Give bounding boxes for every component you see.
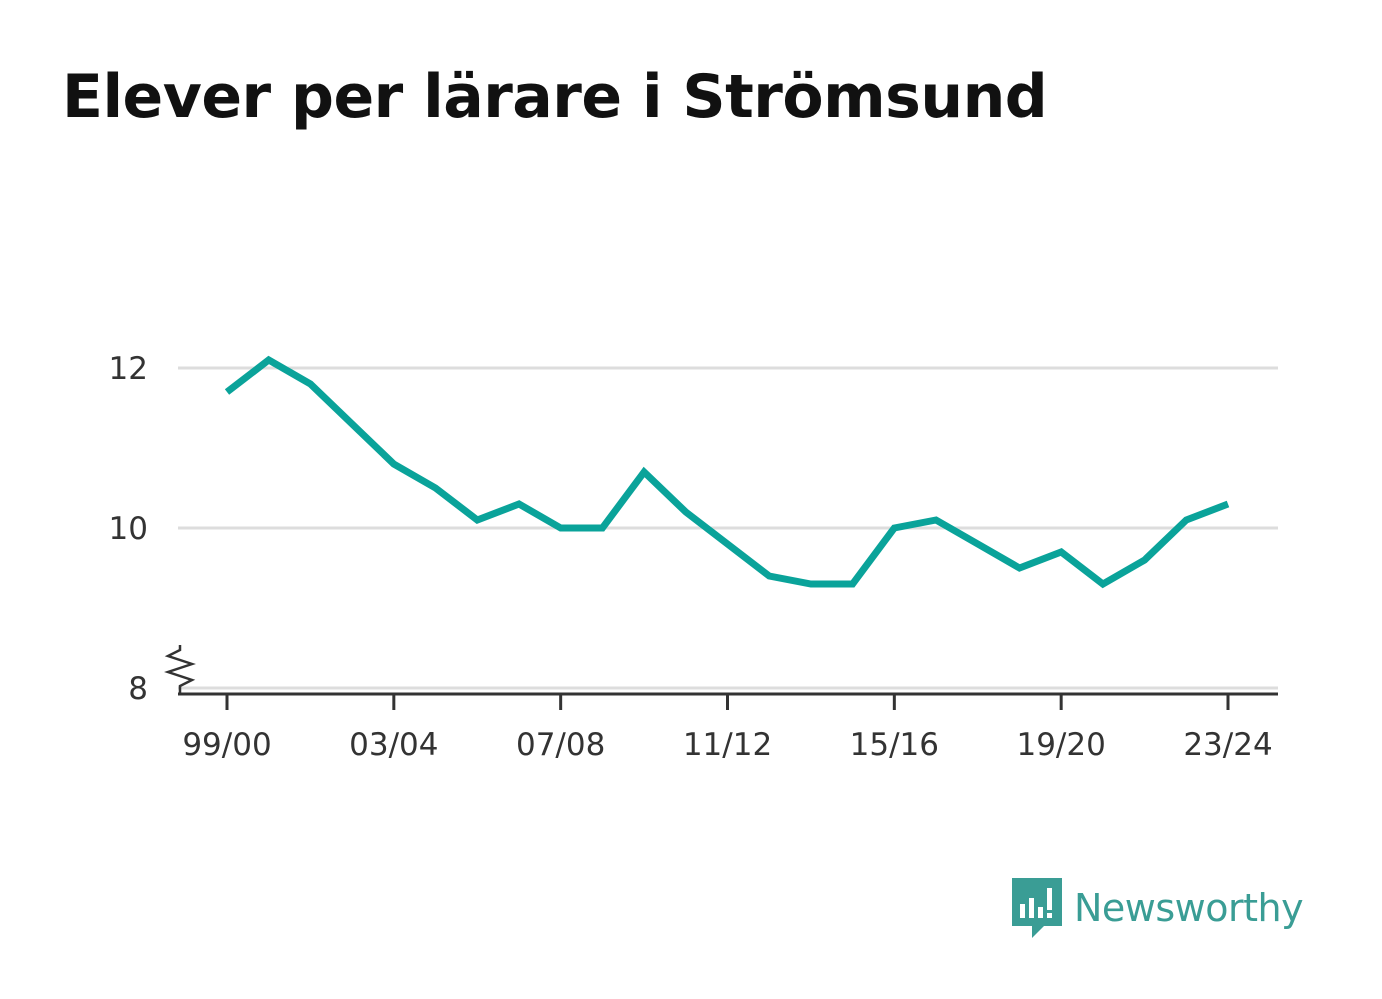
- x-tick-label: 19/20: [1016, 727, 1105, 763]
- brand-logo: Newsworthy: [1012, 878, 1304, 938]
- x-tick-label: 23/24: [1183, 727, 1272, 763]
- brand-name: Newsworthy: [1074, 886, 1304, 930]
- x-ticks: [225, 694, 1230, 710]
- y-gridlines: [178, 366, 1278, 690]
- y-tick-label: 10: [109, 511, 148, 547]
- x-tick-label: 03/04: [349, 727, 438, 763]
- y-tick-labels: 8 10 12: [109, 351, 148, 707]
- y-tick-label: 12: [109, 351, 148, 387]
- series-lines: [224, 355, 1230, 589]
- x-tick-label: 15/16: [850, 727, 939, 763]
- x-tick-label: 07/08: [516, 727, 605, 763]
- x-tick-label: 99/00: [182, 727, 271, 763]
- y-axis-break-icon: [164, 645, 196, 694]
- chart-title: Elever per lärare i Strömsund: [62, 62, 1048, 132]
- x-tick-label: 11/12: [683, 727, 772, 763]
- x-tick-labels: 99/00 03/04 07/08 11/12 15/16 19/20 23/24: [182, 727, 1272, 763]
- y-tick-label: 8: [128, 671, 148, 707]
- series-line: [224, 355, 1230, 589]
- newsworthy-logo-icon: [1012, 878, 1062, 938]
